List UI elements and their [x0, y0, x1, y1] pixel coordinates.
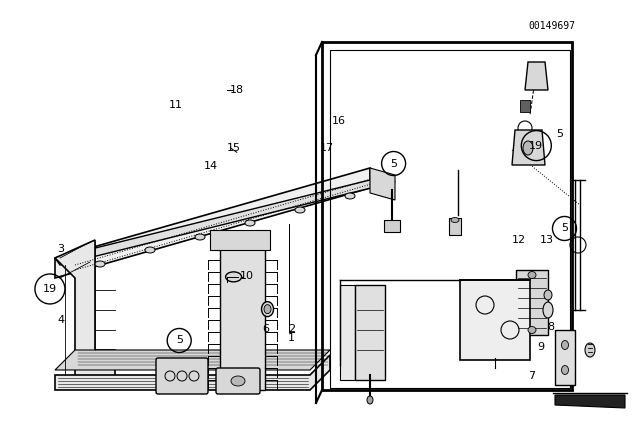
Polygon shape — [384, 220, 400, 232]
Ellipse shape — [231, 376, 245, 386]
Ellipse shape — [295, 207, 305, 213]
Ellipse shape — [528, 271, 536, 279]
Text: 4: 4 — [57, 315, 65, 325]
Polygon shape — [525, 62, 548, 90]
Text: 5: 5 — [557, 129, 563, 139]
Text: 10: 10 — [239, 271, 253, 280]
Polygon shape — [520, 100, 530, 112]
FancyBboxPatch shape — [216, 368, 260, 394]
Text: 14: 14 — [204, 161, 218, 171]
Text: 15: 15 — [227, 143, 241, 153]
Polygon shape — [210, 230, 270, 250]
Ellipse shape — [544, 290, 552, 300]
Polygon shape — [449, 218, 461, 235]
Text: 8: 8 — [547, 322, 554, 332]
Text: 1: 1 — [288, 333, 294, 343]
Text: 5: 5 — [176, 336, 182, 345]
Text: 19: 19 — [43, 284, 57, 294]
Polygon shape — [55, 355, 330, 390]
Ellipse shape — [451, 217, 459, 223]
Text: 9: 9 — [537, 342, 545, 352]
Polygon shape — [55, 240, 115, 380]
Text: 11: 11 — [169, 100, 183, 110]
Ellipse shape — [561, 340, 568, 349]
Polygon shape — [355, 285, 385, 380]
Polygon shape — [460, 280, 530, 360]
Ellipse shape — [585, 343, 595, 357]
Ellipse shape — [145, 247, 155, 253]
Text: 7: 7 — [527, 371, 535, 381]
Ellipse shape — [523, 141, 533, 155]
Ellipse shape — [245, 220, 255, 226]
FancyBboxPatch shape — [156, 358, 208, 394]
Ellipse shape — [561, 366, 568, 375]
Text: 19: 19 — [529, 141, 543, 151]
Text: 16: 16 — [332, 116, 346, 126]
Polygon shape — [516, 270, 548, 335]
Ellipse shape — [367, 396, 373, 404]
Ellipse shape — [95, 261, 105, 267]
Ellipse shape — [528, 327, 536, 333]
Polygon shape — [555, 330, 575, 385]
Polygon shape — [55, 350, 330, 370]
Polygon shape — [55, 168, 370, 278]
Polygon shape — [512, 130, 545, 165]
Polygon shape — [370, 168, 395, 200]
Polygon shape — [55, 175, 395, 265]
Text: 13: 13 — [540, 235, 554, 245]
Ellipse shape — [195, 234, 205, 240]
Ellipse shape — [264, 305, 271, 314]
Text: 12: 12 — [511, 235, 525, 245]
Ellipse shape — [345, 193, 355, 199]
Ellipse shape — [226, 272, 242, 282]
Polygon shape — [220, 245, 265, 390]
Text: 5: 5 — [561, 224, 568, 233]
Text: 17: 17 — [319, 143, 333, 153]
Text: 6: 6 — [262, 324, 269, 334]
Ellipse shape — [543, 302, 553, 318]
Ellipse shape — [262, 302, 273, 317]
Text: 18: 18 — [230, 85, 244, 95]
Text: 00149697: 00149697 — [528, 21, 575, 31]
Text: 2: 2 — [287, 324, 295, 334]
Polygon shape — [340, 285, 355, 380]
Text: 5: 5 — [390, 159, 397, 168]
Text: 3: 3 — [58, 244, 64, 254]
Polygon shape — [555, 395, 625, 408]
